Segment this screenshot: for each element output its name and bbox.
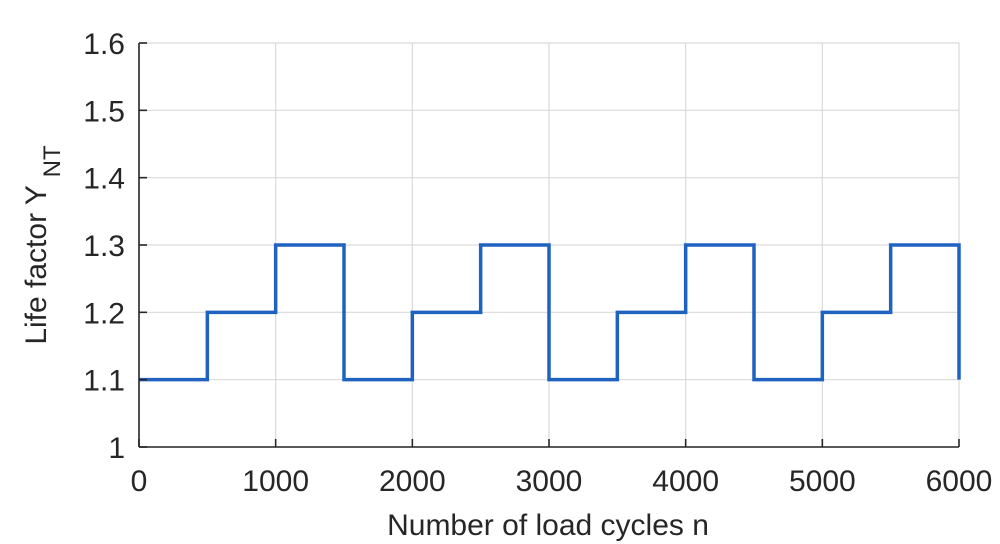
y-tick-label-4: 1.4	[83, 163, 125, 196]
x-axis-title: Number of load cycles n	[387, 509, 709, 542]
y-tick-label-3: 1.3	[83, 230, 125, 263]
y-tick-label-6: 1.6	[83, 28, 125, 61]
x-tick-label-0: 0	[131, 465, 148, 498]
series-layer	[139, 243, 961, 382]
y-tick-label-5: 1.5	[83, 95, 125, 128]
y-axis-title-subscript: NT	[39, 145, 66, 177]
x-tick-label-5: 5000	[789, 465, 856, 498]
y-tick-label-0: 1	[108, 432, 125, 465]
x-tick-label-1: 1000	[242, 465, 309, 498]
x-tick-label-4: 4000	[652, 465, 719, 498]
y-axis-title-main: Life factor Y	[20, 185, 53, 345]
y-tick-label-2: 1.2	[83, 297, 125, 330]
x-tick-label-6: 6000	[926, 465, 993, 498]
series-line-0	[139, 243, 961, 382]
y-axis-title: Life factor Y NT	[20, 145, 66, 345]
x-tick-label-2: 2000	[379, 465, 446, 498]
y-tick-label-1: 1.1	[83, 365, 125, 398]
x-tick-label-3: 3000	[516, 465, 583, 498]
tick-labels: 0 1000 2000 3000 4000 5000 6000 1 1.1 1.2 1.3 1.4 1.…	[83, 28, 992, 498]
axes	[138, 42, 960, 448]
